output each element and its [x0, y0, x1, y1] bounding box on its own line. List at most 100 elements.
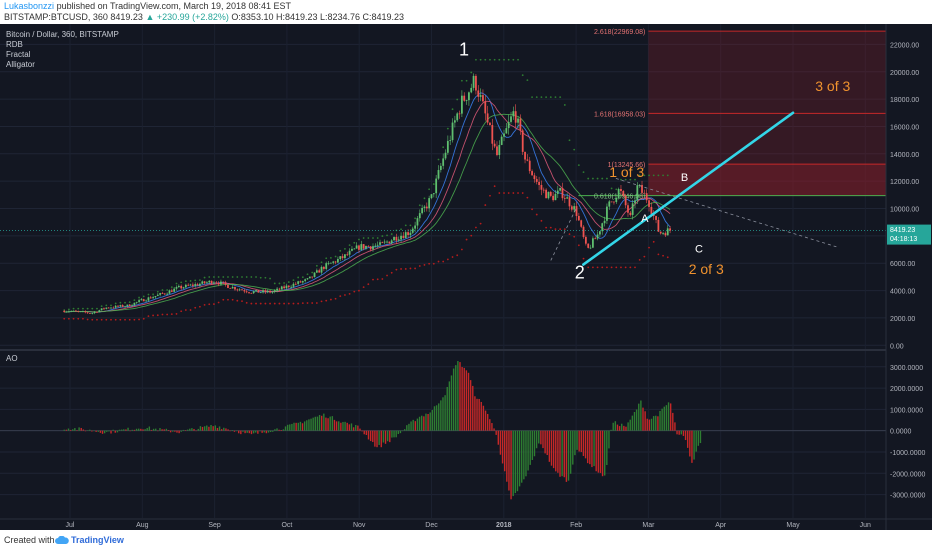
price-tick-label: 22000.00 [890, 42, 919, 49]
candle-body [397, 239, 400, 241]
ao-bar [335, 421, 338, 431]
price-chart[interactable]: 2.618(22969.08) 1.618(16958.03) 1(13245.66… [0, 24, 932, 530]
lower-band-dot [147, 315, 150, 318]
ao-bar [384, 430, 387, 444]
lower-band-dot [344, 294, 346, 296]
upper-band-dot [503, 58, 505, 61]
wave-label: 1 [459, 39, 469, 59]
candle-body [332, 261, 335, 263]
candle-body [269, 290, 271, 293]
ao-bar [627, 422, 629, 431]
upper-band-dot [517, 58, 519, 61]
ao-bar [640, 400, 642, 431]
lower-band-dot [503, 192, 505, 194]
upper-band-dot [404, 224, 407, 227]
lower-band-dot [287, 302, 290, 305]
candle-body [63, 310, 66, 313]
lower-band-dot [67, 317, 70, 320]
candle-body [341, 256, 344, 259]
ao-bar [244, 430, 246, 434]
lower-band-dot [554, 228, 557, 231]
fib-zone-upper [648, 31, 886, 165]
candle-body [273, 290, 276, 292]
upper-band-dot [222, 276, 225, 278]
lower-band-dot [348, 292, 351, 295]
candle-body [126, 304, 129, 307]
lower-band-dot [138, 318, 140, 321]
ao-bar [552, 430, 555, 469]
upper-band-dot [166, 289, 169, 291]
ao-bar [157, 430, 159, 432]
ao-bar [508, 430, 510, 491]
upper-band-dot [531, 96, 533, 99]
upper-band-dot [241, 276, 243, 278]
current-price-tag [887, 224, 931, 245]
candle-body [486, 113, 489, 123]
candle-body [231, 286, 234, 289]
upper-band-dot [147, 293, 150, 296]
candle-body [208, 280, 211, 283]
upper-band-dot [358, 238, 360, 241]
candle-body [241, 289, 243, 291]
candle-body [629, 212, 632, 215]
ao-bar [220, 429, 223, 431]
ao-bar [433, 406, 436, 431]
ao-bar [455, 365, 457, 431]
upper-band-dot [198, 279, 201, 281]
upper-band-dot [629, 178, 632, 181]
fractal-dots [63, 58, 669, 321]
ao-bar [546, 430, 548, 456]
candle-body [264, 290, 267, 293]
candle-body [339, 256, 342, 260]
wave-label: C [695, 243, 703, 255]
candle-body [657, 219, 660, 232]
candle-body [325, 263, 328, 269]
ao-bar [101, 430, 104, 434]
ao-bar [386, 430, 389, 442]
candle-body [234, 286, 236, 290]
ao-bar [659, 410, 661, 431]
ao-bar [578, 430, 580, 452]
ao-bar [338, 421, 340, 431]
ao-bar [123, 429, 125, 431]
upper-band-dot [264, 276, 267, 279]
upper-band-dot [638, 174, 641, 177]
moving-average-lines [64, 92, 671, 313]
ao-bar [214, 425, 216, 431]
candle-body [587, 243, 590, 248]
upper-band-dot [386, 234, 388, 237]
elliott-wave-drawings[interactable]: 1 2 1 of 3 A B C 2 of 3 3 of 3 [459, 39, 850, 282]
ao-bar [674, 422, 676, 431]
ao-bar [314, 416, 317, 431]
ao-bar [150, 429, 153, 431]
ao-bar [391, 430, 393, 438]
upper-band-dot [493, 58, 496, 61]
upper-band-dot [110, 304, 112, 307]
candle-body [250, 292, 253, 294]
ao-bar [501, 430, 504, 464]
candle-body [329, 262, 332, 264]
candle-body [561, 188, 564, 199]
ao-bar [550, 430, 553, 466]
candle-body [124, 306, 126, 308]
candle-body [138, 300, 140, 302]
upper-band-dot [67, 308, 70, 311]
candle-body [425, 206, 428, 209]
lower-band-dot [358, 289, 360, 292]
ao-bar [616, 424, 619, 431]
price-tick-label: 20000.00 [890, 70, 919, 77]
author-link[interactable]: Lukasbonzzi [4, 1, 55, 11]
ao-bar [355, 424, 357, 431]
lower-band-dot [259, 302, 262, 305]
upper-band-dot [526, 79, 529, 81]
ao-bar [263, 430, 265, 433]
time-tick-label: Aug [136, 522, 149, 529]
ao-bar [169, 430, 172, 433]
ao-tick-label: -3000.0000 [890, 493, 926, 500]
ao-bar [697, 430, 700, 446]
ao-bar [521, 430, 523, 483]
upper-band-dot [77, 307, 80, 310]
ao-bar [693, 430, 695, 460]
candle-body [135, 301, 138, 303]
tradingview-brand[interactable]: TradingView [71, 535, 124, 545]
